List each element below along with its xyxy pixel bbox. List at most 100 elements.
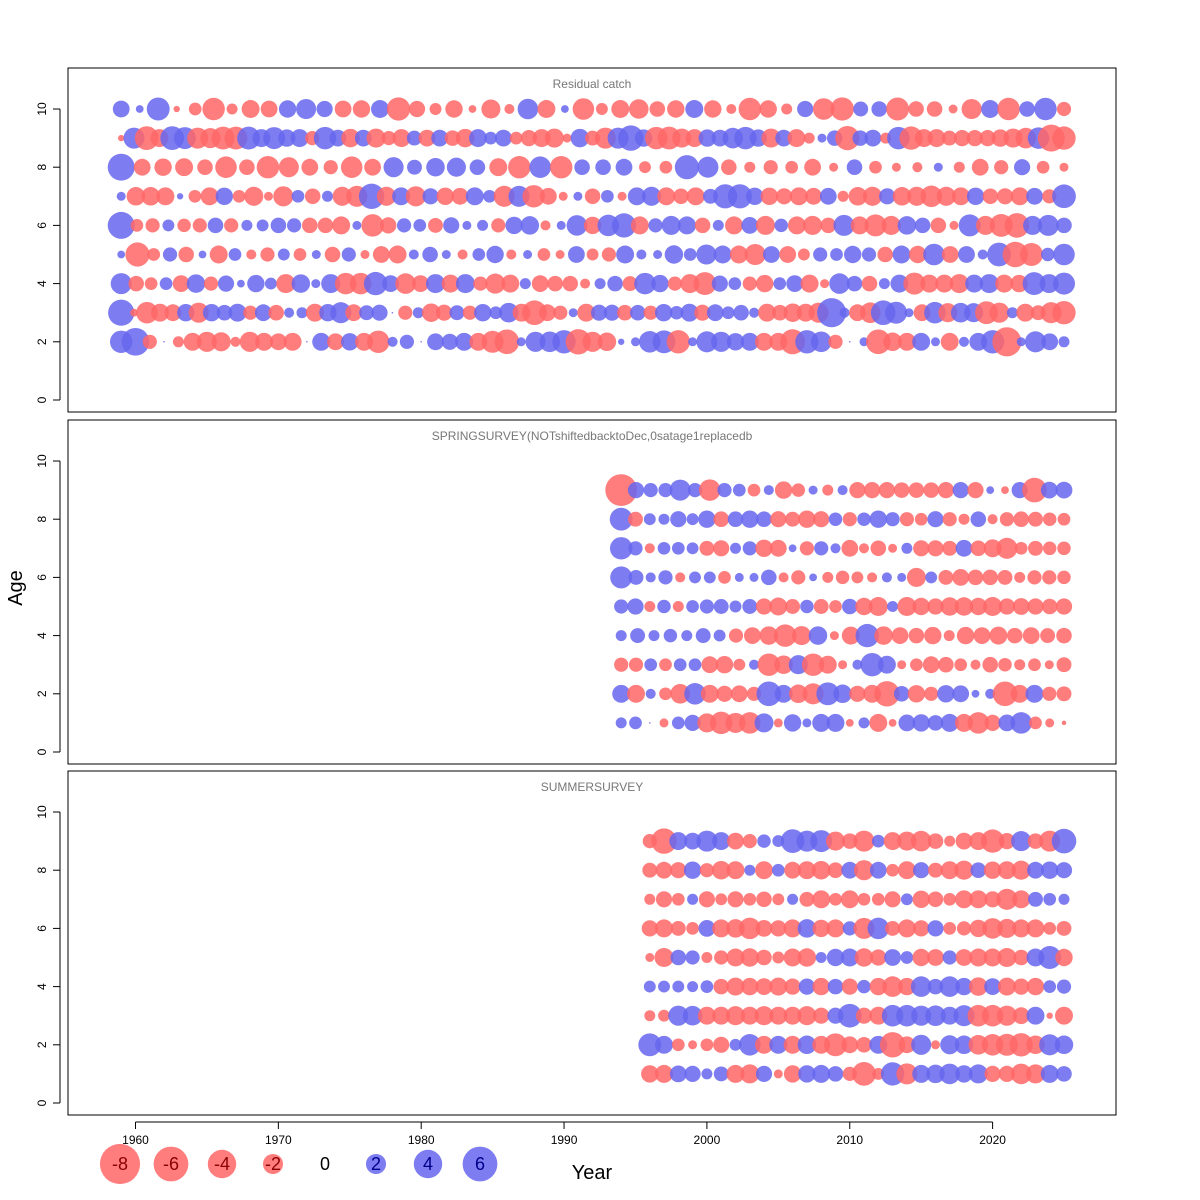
residual-bubble — [565, 329, 591, 355]
residual-bubble — [965, 274, 984, 293]
residual-bubble — [498, 302, 519, 323]
residual-bubble — [861, 247, 877, 262]
residual-bubble — [371, 100, 389, 118]
residual-bubble — [684, 714, 701, 732]
residual-bubble — [1056, 686, 1072, 702]
residual-bubble — [884, 891, 901, 908]
residual-bubble — [809, 573, 817, 582]
residual-bubble — [332, 186, 352, 206]
residual-bubble — [553, 305, 568, 320]
residual-bubble — [715, 656, 734, 674]
residual-bubble — [738, 97, 762, 121]
residual-bubble — [516, 337, 526, 347]
residual-bubble — [263, 127, 286, 150]
residual-bubble — [241, 100, 260, 118]
residual-bubble — [803, 215, 823, 235]
residual-bubble — [829, 273, 850, 294]
residual-bubble — [260, 247, 275, 262]
residual-bubble — [997, 977, 1016, 996]
residual-bubble — [675, 572, 686, 583]
residual-bubble — [701, 952, 713, 963]
residual-bubble — [713, 1066, 729, 1082]
residual-bubble — [858, 717, 870, 729]
residual-bubble — [200, 187, 219, 206]
residual-bubble — [846, 275, 863, 292]
residual-bubble — [992, 681, 1018, 707]
residual-bubble — [537, 100, 556, 118]
residual-bubble — [296, 98, 317, 120]
residual-bubble — [772, 304, 788, 321]
residual-bubble — [1053, 272, 1075, 295]
residual-bubble — [871, 892, 885, 906]
residual-bubble — [799, 541, 815, 556]
residual-bubble — [774, 684, 793, 703]
residual-bubble — [1052, 126, 1076, 150]
residual-bubble — [954, 658, 968, 672]
residual-bubble — [813, 1007, 830, 1024]
residual-bubble — [755, 598, 773, 615]
x-tick-label: 1970 — [265, 1133, 292, 1147]
residual-bubble — [474, 304, 492, 322]
residual-bubble — [769, 1006, 788, 1025]
residual-bubble — [672, 128, 692, 148]
residual-bubble — [817, 133, 827, 143]
residual-bubble — [908, 627, 925, 644]
residual-bubble — [758, 303, 776, 322]
residual-bubble — [1052, 301, 1076, 325]
residual-bubble — [121, 327, 150, 356]
residual-bubble — [701, 656, 719, 674]
residual-bubble — [644, 658, 658, 672]
residual-bubble — [657, 599, 671, 614]
residual-bubble — [829, 631, 839, 641]
residual-bubble — [937, 685, 955, 703]
residual-bubble — [1014, 159, 1031, 176]
residual-bubble — [629, 99, 649, 119]
residual-bubble — [1055, 481, 1073, 499]
legend-item: -8 — [99, 1143, 141, 1185]
residual-bubble — [1055, 862, 1073, 879]
residual-bubble — [996, 537, 1018, 559]
residual-bubble — [436, 304, 453, 321]
residual-bubble — [462, 220, 472, 230]
residual-bubble — [462, 305, 477, 320]
residual-bubble — [455, 332, 474, 351]
residual-bubble — [1053, 243, 1075, 266]
residual-bubble — [820, 279, 830, 289]
residual-bubble — [421, 303, 441, 322]
residual-bubble — [997, 947, 1017, 968]
residual-bubble — [323, 160, 338, 175]
residual-bubble — [671, 892, 685, 906]
residual-bubble — [887, 601, 899, 612]
residual-bubble — [628, 569, 644, 585]
residual-bubble — [815, 952, 827, 963]
residual-bubble — [983, 948, 1002, 967]
panel-frame — [67, 770, 1117, 1116]
residual-bubble — [670, 862, 687, 879]
residual-bubble — [842, 598, 858, 615]
residual-bubble — [949, 220, 959, 230]
residual-bubble — [827, 862, 844, 878]
residual-bubble — [687, 981, 699, 993]
legend-item: 6 — [462, 1146, 498, 1182]
residual-bubble — [927, 978, 944, 995]
residual-bubble — [673, 658, 687, 672]
residual-bubble — [700, 980, 714, 993]
residual-bubble — [622, 276, 638, 292]
residual-bubble — [727, 832, 744, 850]
residual-bubble — [849, 482, 866, 499]
residual-bubble — [856, 1037, 872, 1053]
legend: -8 -6 -4 -2 0 2 4 6 — [99, 1143, 498, 1185]
residual-bubble — [982, 656, 998, 673]
residual-bubble — [955, 832, 973, 850]
residual-bubble — [725, 1006, 746, 1026]
residual-bubble — [730, 685, 748, 703]
residual-bubble — [927, 511, 944, 528]
residual-bubble — [763, 246, 780, 263]
residual-bubble — [312, 332, 331, 351]
residual-bubble — [891, 162, 901, 172]
residual-bubble — [711, 275, 728, 292]
residual-bubble — [683, 861, 702, 879]
x-tick-label: 1990 — [551, 1133, 578, 1147]
residual-bubble — [643, 305, 658, 320]
residual-bubble — [322, 190, 333, 202]
